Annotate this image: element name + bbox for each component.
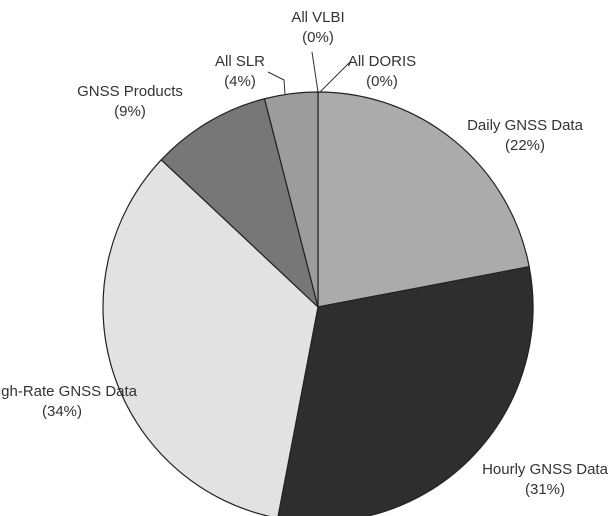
- slice-label: All DORIS: [348, 53, 416, 70]
- slice-label: All VLBI: [291, 9, 344, 26]
- slice-value-label: (31%): [525, 481, 565, 498]
- slice-label: High-Rate GNSS Data: [0, 383, 138, 400]
- slice-label: Daily GNSS Data: [467, 117, 584, 134]
- slice-value-label: (22%): [505, 137, 545, 154]
- pie-slice: [317, 91, 530, 308]
- slice-value-label: (0%): [366, 73, 398, 90]
- slice-value-label: (9%): [114, 103, 146, 120]
- slice-value-label: (0%): [302, 29, 334, 46]
- leader-line: [311, 51, 319, 93]
- pie-slice: [160, 98, 320, 309]
- leader-line: [319, 61, 351, 93]
- slice-label: GNSS Products: [77, 83, 183, 100]
- slice-value-label: (4%): [224, 73, 256, 90]
- slice-label: All SLR: [215, 53, 265, 70]
- slice-value-label: (34%): [42, 403, 82, 420]
- pie-slice: [102, 158, 319, 516]
- pie-slice: [277, 266, 534, 516]
- leader-line: [267, 71, 286, 95]
- slice-label: Hourly GNSS Data: [482, 461, 609, 478]
